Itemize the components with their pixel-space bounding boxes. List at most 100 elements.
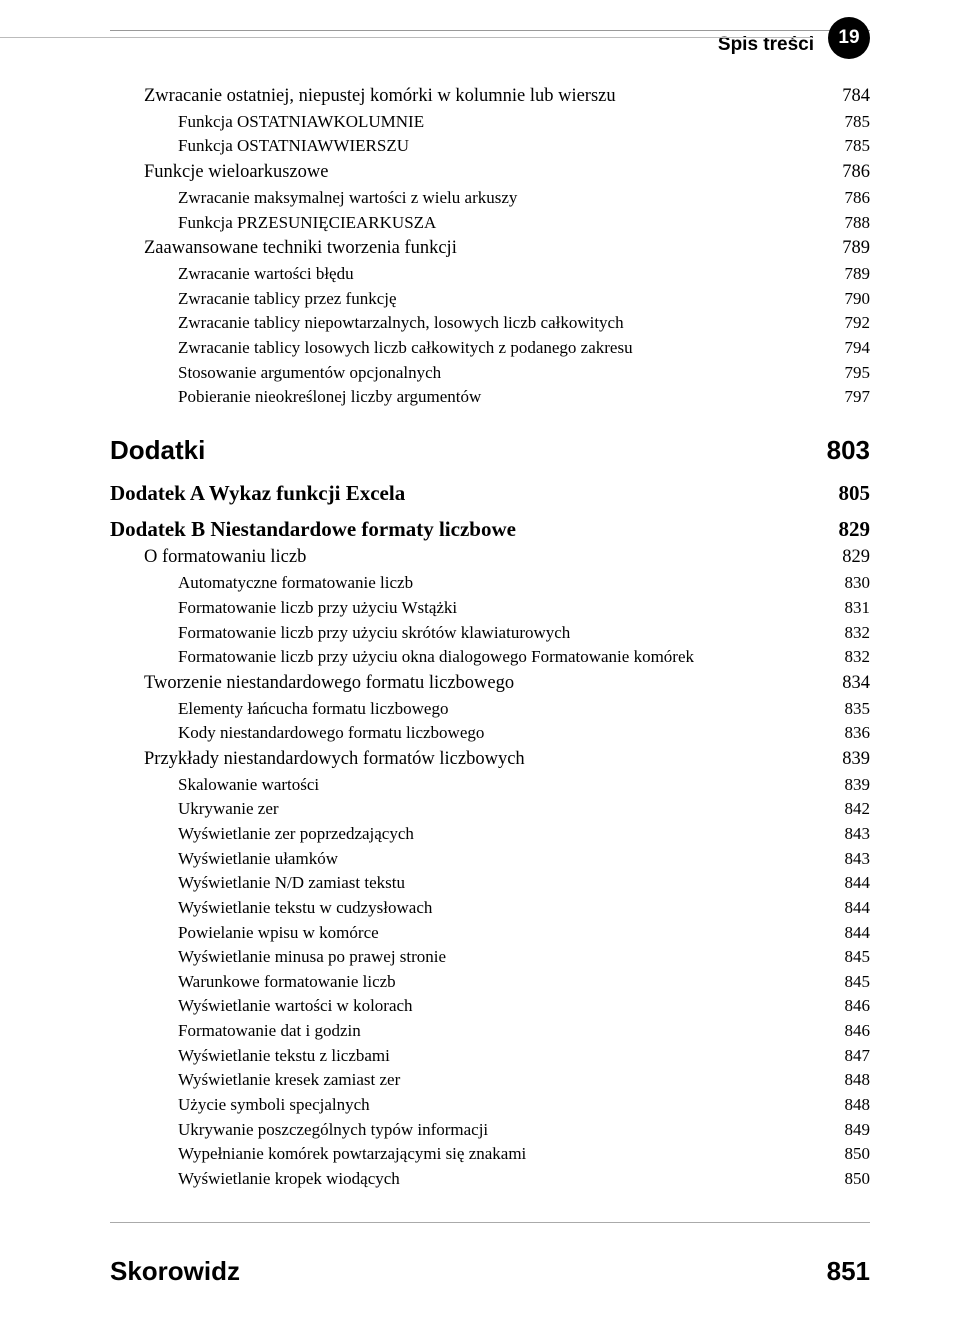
toc-entry-label: Formatowanie dat i godzin bbox=[178, 1019, 845, 1044]
toc-entry-label: Wyświetlanie N/D zamiast tekstu bbox=[178, 871, 845, 896]
toc-entry: Funkcje wieloarkuszowe786 bbox=[110, 159, 870, 186]
toc-entry: Wyświetlanie N/D zamiast tekstu844 bbox=[110, 871, 870, 896]
page-footer: Skorowidz 851 bbox=[110, 1222, 870, 1291]
toc-entry-page: 829 bbox=[842, 544, 870, 571]
toc-entry: Skalowanie wartości839 bbox=[110, 773, 870, 798]
toc-entry-label: Zwracanie tablicy losowych liczb całkowi… bbox=[178, 336, 845, 361]
toc-entry-page: 785 bbox=[845, 110, 871, 135]
toc-entry-label: Skalowanie wartości bbox=[178, 773, 845, 798]
toc-entry-label: Zaawansowane techniki tworzenia funkcji bbox=[144, 235, 842, 262]
toc-heading: Skorowidz 851 bbox=[110, 1253, 870, 1291]
toc-entry-label: Funkcja OSTATNIAWKOLUMNIE bbox=[178, 110, 845, 135]
toc-entry-label: Ukrywanie poszczególnych typów informacj… bbox=[178, 1118, 845, 1143]
toc-entry: Zwracanie tablicy losowych liczb całkowi… bbox=[110, 336, 870, 361]
toc-entry-page: 797 bbox=[845, 385, 871, 410]
toc-entry-label: Warunkowe formatowanie liczb bbox=[178, 970, 845, 995]
toc-entry-label: Ukrywanie zer bbox=[178, 797, 845, 822]
toc-entry-page: 830 bbox=[845, 571, 871, 596]
toc-entry-page: 843 bbox=[845, 822, 871, 847]
toc-entry: Formatowanie dat i godzin846 bbox=[110, 1019, 870, 1044]
toc-entry-label: Elementy łańcucha formatu liczbowego bbox=[178, 697, 845, 722]
toc-entry-page: 846 bbox=[845, 994, 871, 1019]
toc-entry: Formatowanie liczb przy użyciu Wstążki83… bbox=[110, 596, 870, 621]
toc-entry-page: 788 bbox=[845, 211, 871, 236]
toc-entry-label: Wyświetlanie minusa po prawej stronie bbox=[178, 945, 845, 970]
toc-entry-label: Powielanie wpisu w komórce bbox=[178, 921, 845, 946]
toc-entry-page: 832 bbox=[845, 621, 871, 646]
toc-entry-page: 851 bbox=[827, 1253, 870, 1291]
toc-entry-page: 794 bbox=[845, 336, 871, 361]
toc-entry: Dodatek A Wykaz funkcji Excela805 bbox=[110, 478, 870, 508]
toc-entry: Przykłady niestandardowych formatów licz… bbox=[110, 746, 870, 773]
page-header: Spis treści 19 bbox=[110, 30, 870, 59]
toc-entry-label: Pobieranie nieokreślonej liczby argument… bbox=[178, 385, 845, 410]
toc-entry-label: Funkcja OSTATNIAWWIERSZU bbox=[178, 134, 845, 159]
toc-entry-page: 834 bbox=[842, 670, 870, 697]
toc-entry: Powielanie wpisu w komórce844 bbox=[110, 921, 870, 946]
page-number: 19 bbox=[838, 24, 859, 52]
toc-entry-label: Dodatek B Niestandardowe formaty liczbow… bbox=[110, 514, 839, 544]
toc-entry-label: Wypełnianie komórek powtarzającymi się z… bbox=[178, 1142, 845, 1167]
toc-entry: Zwracanie maksymalnej wartości z wielu a… bbox=[110, 186, 870, 211]
toc-entry: Stosowanie argumentów opcjonalnych795 bbox=[110, 361, 870, 386]
toc-entry-label: Zwracanie tablicy niepowtarzalnych, loso… bbox=[178, 311, 845, 336]
toc-entry: Tworzenie niestandardowego formatu liczb… bbox=[110, 670, 870, 697]
toc-entry-label: O formatowaniu liczb bbox=[144, 544, 842, 571]
toc-entry-page: 848 bbox=[845, 1093, 871, 1118]
toc-entry: Funkcja OSTATNIAWKOLUMNIE785 bbox=[110, 110, 870, 135]
toc-entry: Wyświetlanie tekstu z liczbami847 bbox=[110, 1044, 870, 1069]
toc-entry-label: Tworzenie niestandardowego formatu liczb… bbox=[144, 670, 842, 697]
toc-entry: Warunkowe formatowanie liczb845 bbox=[110, 970, 870, 995]
toc-entry-label: Wyświetlanie kropek wiodących bbox=[178, 1167, 845, 1192]
toc-entry: Zwracanie tablicy przez funkcję790 bbox=[110, 287, 870, 312]
toc-entry-page: 786 bbox=[845, 186, 871, 211]
toc-entry-page: 789 bbox=[842, 235, 870, 262]
toc-entry: Wyświetlanie wartości w kolorach846 bbox=[110, 994, 870, 1019]
toc-entry: Kody niestandardowego formatu liczbowego… bbox=[110, 721, 870, 746]
toc-entry-page: 849 bbox=[845, 1118, 871, 1143]
toc-entry-label: Formatowanie liczb przy użyciu okna dial… bbox=[178, 645, 845, 670]
toc-entry-page: 795 bbox=[845, 361, 871, 386]
toc-entry-page: 805 bbox=[839, 478, 871, 508]
toc-entry-label: Dodatki bbox=[110, 432, 827, 470]
toc-heading: Dodatki803 bbox=[110, 432, 870, 470]
toc-entry: Elementy łańcucha formatu liczbowego835 bbox=[110, 697, 870, 722]
toc-entry-page: 844 bbox=[845, 896, 871, 921]
toc-entry: O formatowaniu liczb829 bbox=[110, 544, 870, 571]
toc-entry-page: 845 bbox=[845, 945, 871, 970]
toc-entry-label: Wyświetlanie ułamków bbox=[178, 847, 845, 872]
toc-entry-page: 850 bbox=[845, 1167, 871, 1192]
toc-entry: Zwracanie tablicy niepowtarzalnych, loso… bbox=[110, 311, 870, 336]
toc-entry-page: 844 bbox=[845, 871, 871, 896]
toc-entry: Formatowanie liczb przy użyciu okna dial… bbox=[110, 645, 870, 670]
toc-entry-page: 842 bbox=[845, 797, 871, 822]
toc-entry-page: 839 bbox=[842, 746, 870, 773]
header-rule bbox=[0, 37, 812, 38]
toc-entry: Funkcja OSTATNIAWWIERSZU785 bbox=[110, 134, 870, 159]
toc-entry-label: Zwracanie wartości błędu bbox=[178, 262, 845, 287]
toc-entry-label: Użycie symboli specjalnych bbox=[178, 1093, 845, 1118]
toc-entry: Użycie symboli specjalnych848 bbox=[110, 1093, 870, 1118]
toc-entry-page: 786 bbox=[842, 159, 870, 186]
toc-entry-label: Wyświetlanie zer poprzedzających bbox=[178, 822, 845, 847]
toc-entry-page: 784 bbox=[842, 83, 870, 110]
toc-entry: Pobieranie nieokreślonej liczby argument… bbox=[110, 385, 870, 410]
toc-entry: Zwracanie ostatniej, niepustej komórki w… bbox=[110, 83, 870, 110]
toc-entry-label: Formatowanie liczb przy użyciu Wstążki bbox=[178, 596, 845, 621]
toc-entry-label: Skorowidz bbox=[110, 1253, 827, 1291]
toc-entry-page: 785 bbox=[845, 134, 871, 159]
toc-entry: Zwracanie wartości błędu789 bbox=[110, 262, 870, 287]
toc: Zwracanie ostatniej, niepustej komórki w… bbox=[110, 83, 870, 1192]
toc-entry-label: Przykłady niestandardowych formatów licz… bbox=[144, 746, 842, 773]
toc-entry-label: Zwracanie maksymalnej wartości z wielu a… bbox=[178, 186, 845, 211]
toc-entry: Wyświetlanie ułamków843 bbox=[110, 847, 870, 872]
toc-entry-label: Wyświetlanie wartości w kolorach bbox=[178, 994, 845, 1019]
toc-entry-label: Funkcja PRZESUNIĘCIEARKUSZA bbox=[178, 211, 845, 236]
toc-entry-label: Dodatek A Wykaz funkcji Excela bbox=[110, 478, 839, 508]
toc-entry: Ukrywanie zer842 bbox=[110, 797, 870, 822]
toc-entry-page: 835 bbox=[845, 697, 871, 722]
toc-entry: Ukrywanie poszczególnych typów informacj… bbox=[110, 1118, 870, 1143]
toc-entry-page: 850 bbox=[845, 1142, 871, 1167]
toc-entry-label: Formatowanie liczb przy użyciu skrótów k… bbox=[178, 621, 845, 646]
toc-entry: Dodatek B Niestandardowe formaty liczbow… bbox=[110, 514, 870, 544]
